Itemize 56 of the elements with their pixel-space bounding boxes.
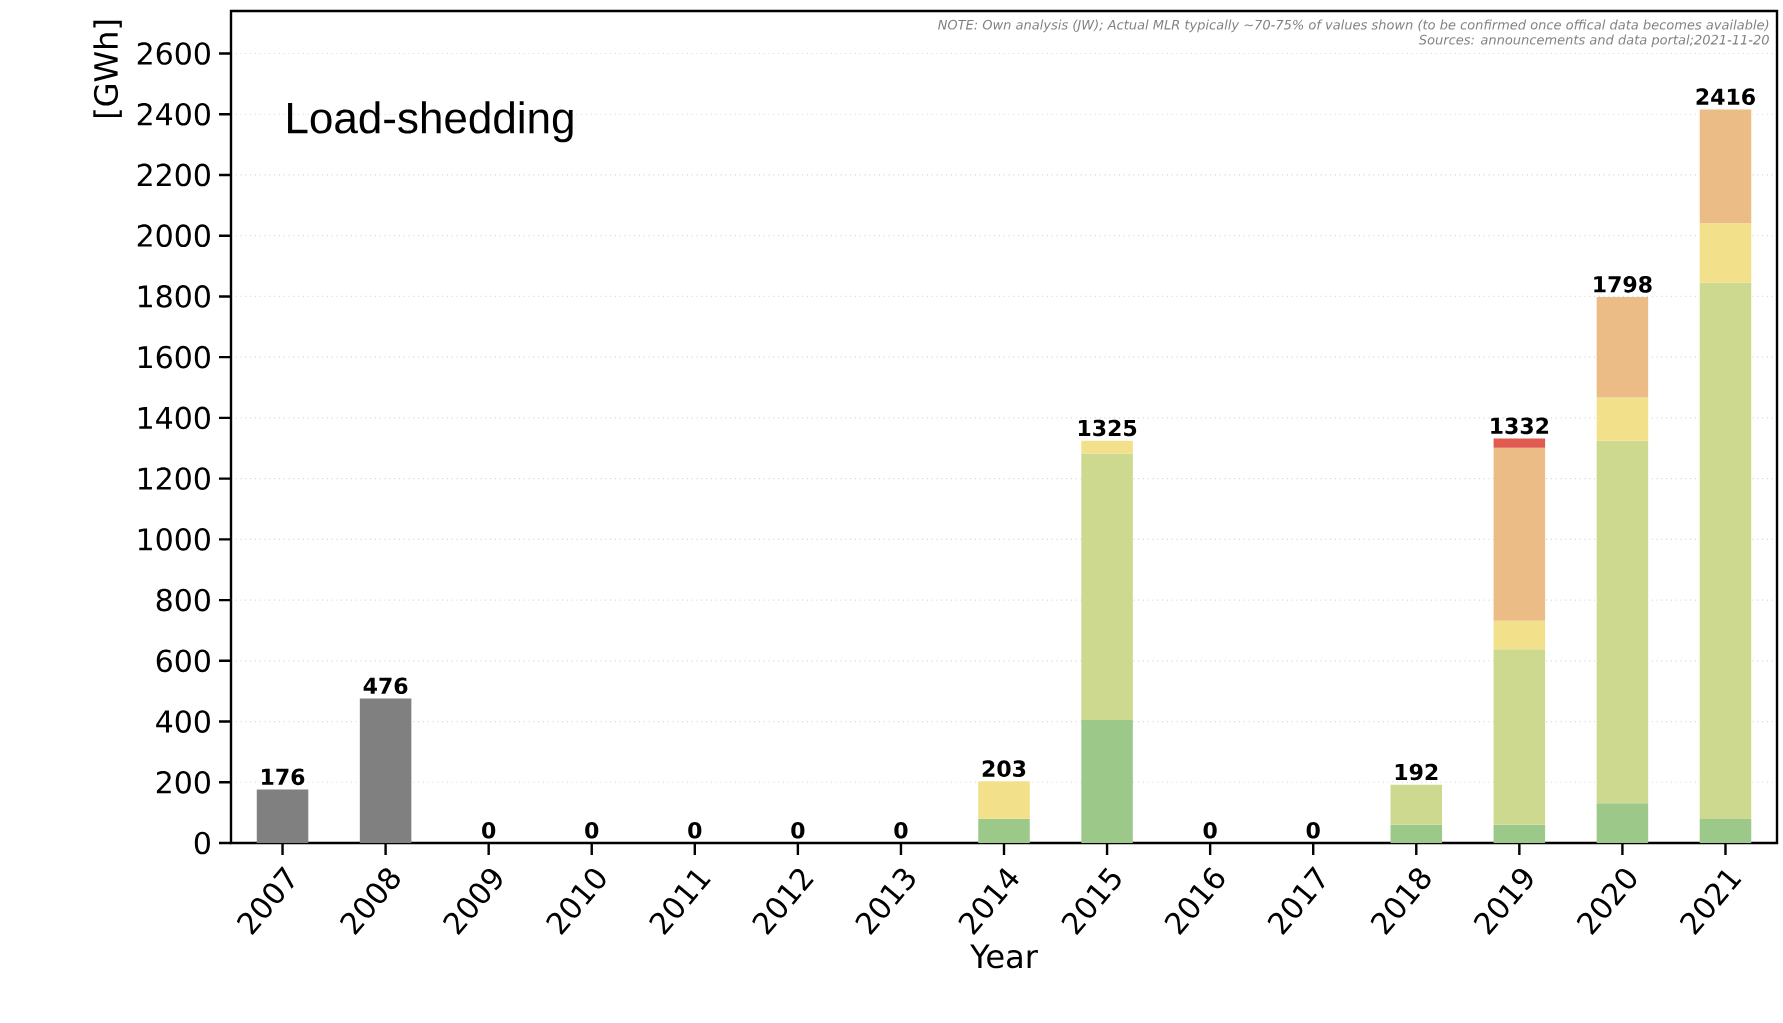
- y-tick-label: 200: [156, 770, 210, 794]
- annotation: Sources: announcements and data portal;2021-11-20: [1418, 34, 1769, 48]
- y-tick-label: 2600: [137, 42, 210, 65]
- bar: [1596, 803, 1649, 843]
- bar: [1493, 824, 1546, 843]
- bar: [1081, 720, 1133, 843]
- y-tick-label: 1800: [138, 285, 210, 308]
- total-label: 1798: [1594, 276, 1652, 293]
- y-tick-label: 2200: [137, 163, 210, 187]
- bar: [1390, 824, 1443, 843]
- bar: [1596, 440, 1649, 804]
- bar: [1081, 440, 1133, 454]
- y-tick-label: 2400: [137, 102, 210, 126]
- total-label: 176: [262, 768, 305, 786]
- total-label: 1332: [1491, 417, 1549, 435]
- bar: [978, 781, 1030, 819]
- y-tick-label: 1600: [138, 345, 210, 369]
- text: 0: [1203, 821, 1217, 839]
- y-tick-label: 600: [156, 649, 210, 673]
- total-label: 1325: [1078, 419, 1137, 437]
- y-tick-label: 0: [194, 831, 210, 855]
- x-axis-title: Year: [970, 944, 1038, 969]
- total-label: 2416: [1696, 88, 1755, 105]
- text: 0: [894, 821, 908, 839]
- bar: [1699, 223, 1752, 283]
- text: 0: [482, 821, 496, 839]
- total-label: 192: [1395, 763, 1438, 781]
- y-tick-label: 1000: [138, 528, 210, 551]
- text: 0: [585, 821, 599, 839]
- y-tick-label: 800: [156, 588, 210, 612]
- bar: [1699, 819, 1752, 843]
- bar: [1493, 649, 1546, 825]
- y-axis-title: [GWh]: [93, 20, 122, 117]
- total-label: 476: [363, 677, 408, 695]
- bar: [1081, 453, 1133, 721]
- bar: [1493, 438, 1546, 448]
- bar: [1596, 297, 1649, 398]
- bar: [1493, 447, 1546, 621]
- y-tick-label: 400: [156, 710, 210, 733]
- bar: [1493, 620, 1546, 650]
- y-tick-label: 1200: [138, 467, 210, 490]
- text: 0: [688, 821, 702, 839]
- bar: [1699, 109, 1752, 224]
- bar: [359, 698, 412, 843]
- bar: [256, 789, 309, 843]
- total-label: 203: [982, 760, 1026, 777]
- y-tick-label: 2000: [137, 224, 210, 248]
- annotation: NOTE: Own analysis (JW); Actual MLR typically ~70-75% of values shown (to be confirmed once offical data becomes available): [938, 19, 1769, 33]
- bar: [1699, 282, 1752, 820]
- y-tick-label: 1400: [138, 406, 210, 430]
- bar: [1596, 397, 1649, 441]
- bar: [1390, 784, 1443, 825]
- text: 0: [1306, 821, 1320, 839]
- text: 0: [791, 821, 805, 839]
- bar: [978, 818, 1030, 843]
- text: Load-shedding: [288, 101, 573, 143]
